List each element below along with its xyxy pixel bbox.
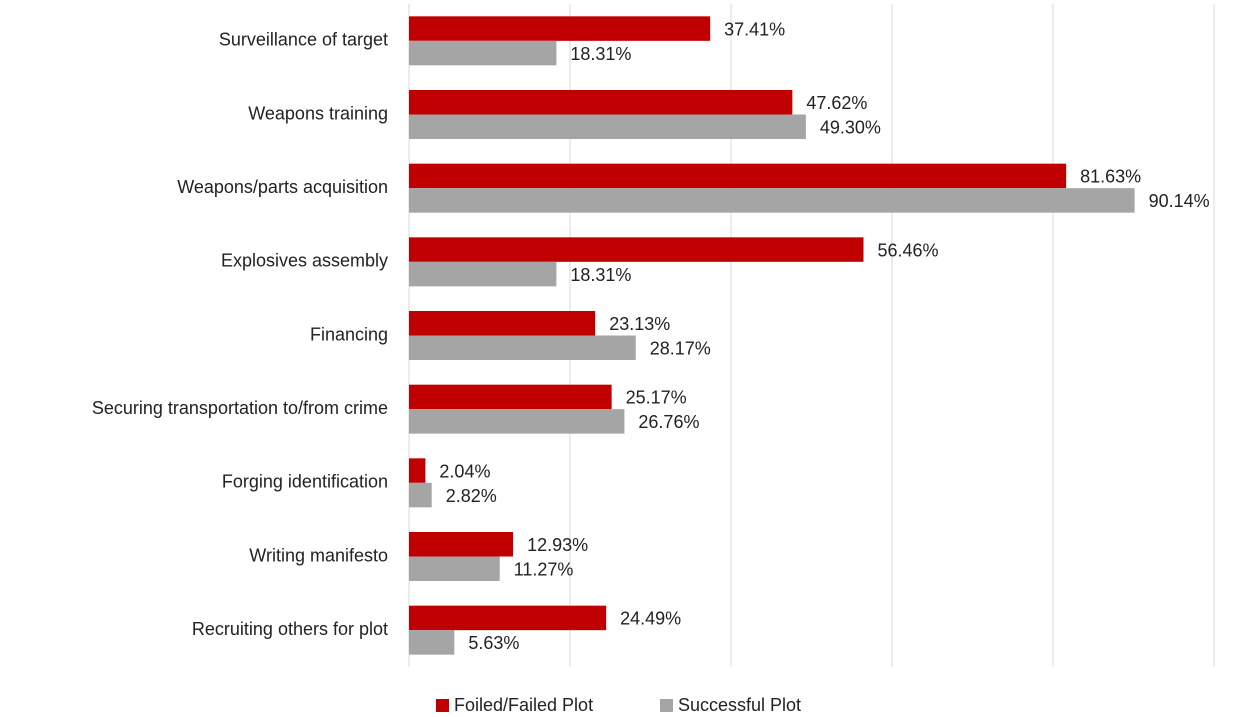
bar bbox=[409, 311, 596, 336]
bar bbox=[409, 605, 607, 631]
bar bbox=[409, 409, 625, 434]
legend-label: Successful Plot bbox=[678, 695, 801, 715]
value-label: 5.63% bbox=[468, 633, 519, 653]
value-label: 90.14% bbox=[1149, 191, 1210, 211]
bar bbox=[409, 114, 806, 139]
value-label: 11.27% bbox=[514, 560, 574, 580]
category-label: Weapons/parts acquisition bbox=[177, 177, 388, 197]
legend-swatch bbox=[436, 699, 449, 712]
value-label: 2.82% bbox=[446, 486, 497, 506]
category-label: Securing transportation to/from crime bbox=[92, 398, 388, 418]
category-label: Writing manifesto bbox=[249, 545, 388, 565]
value-label: 47.62% bbox=[806, 93, 867, 113]
bar bbox=[409, 335, 636, 360]
value-label: 49.30% bbox=[820, 118, 881, 138]
bar bbox=[409, 90, 793, 115]
value-label: 24.49% bbox=[620, 609, 681, 629]
value-label: 25.17% bbox=[626, 388, 687, 408]
bar bbox=[409, 16, 711, 41]
category-label: Financing bbox=[310, 324, 388, 344]
bar bbox=[409, 163, 1067, 189]
bar bbox=[409, 237, 864, 262]
value-label: 23.13% bbox=[609, 314, 670, 334]
category-label: Forging identification bbox=[222, 472, 388, 492]
category-label: Surveillance of target bbox=[219, 30, 388, 50]
value-label: 81.63% bbox=[1080, 167, 1141, 187]
bar bbox=[409, 40, 557, 66]
bar bbox=[409, 532, 514, 557]
value-label: 56.46% bbox=[878, 240, 939, 260]
value-label: 37.41% bbox=[724, 19, 785, 39]
value-label: 12.93% bbox=[527, 535, 588, 555]
bar bbox=[409, 188, 1135, 213]
bar bbox=[409, 556, 500, 581]
category-label: Weapons training bbox=[248, 103, 388, 123]
bar bbox=[409, 458, 426, 483]
category-label: Recruiting others for plot bbox=[192, 619, 388, 639]
value-label: 26.76% bbox=[638, 412, 699, 432]
legend-swatch bbox=[660, 699, 673, 712]
bar bbox=[409, 630, 455, 655]
bar bbox=[409, 384, 612, 410]
value-label: 28.17% bbox=[650, 339, 711, 359]
legend-label: Foiled/Failed Plot bbox=[454, 695, 593, 715]
value-label: 2.04% bbox=[439, 461, 490, 481]
bar bbox=[409, 261, 557, 287]
value-label: 18.31% bbox=[570, 265, 631, 285]
value-label: 18.31% bbox=[570, 44, 631, 64]
category-label: Explosives assembly bbox=[221, 251, 388, 271]
bar bbox=[409, 482, 432, 508]
